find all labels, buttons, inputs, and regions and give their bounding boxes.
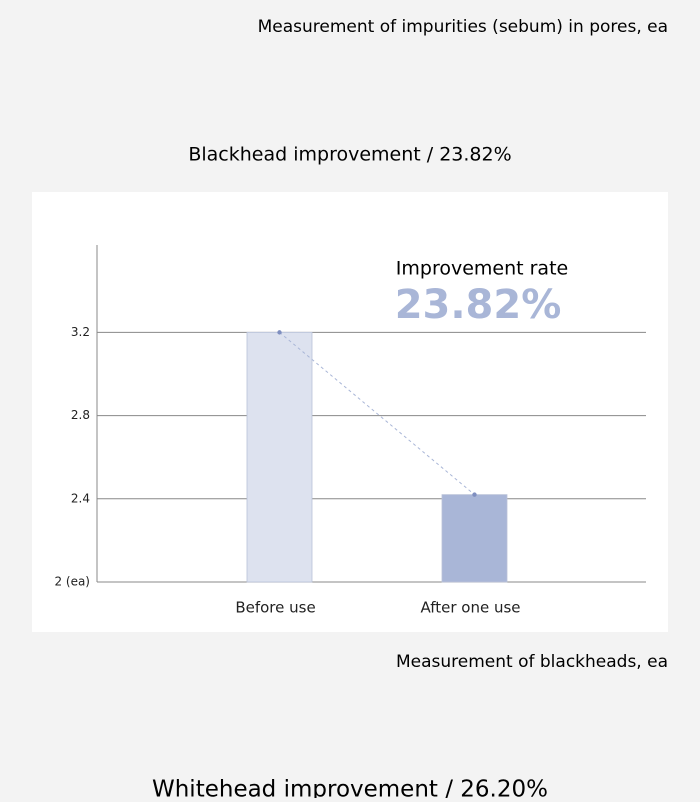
- connector-line: [279, 331, 475, 496]
- x-tick-label: Before use: [235, 599, 315, 617]
- y-tick-label: 3.2: [71, 325, 90, 339]
- connector-dot: [472, 492, 477, 497]
- x-tick-label: After one use: [420, 599, 520, 617]
- y-tick-label: 2.4: [71, 491, 90, 505]
- connector-dot: [277, 330, 282, 335]
- annotation-label: Improvement rate: [396, 258, 568, 280]
- chart-panel: [32, 192, 668, 632]
- chart-title: Blackhead improvement / 23.82%: [188, 144, 511, 166]
- caption: Measurement of impurities (sebum) in por…: [258, 17, 668, 37]
- y-tick-label: 2.8: [71, 408, 90, 422]
- bar: [441, 494, 508, 583]
- y-tick-label: 2 (ea): [54, 575, 90, 589]
- x-axis-title: Measurement of blackheads, ea: [396, 652, 668, 672]
- annotation-value: 23.82%: [395, 282, 562, 328]
- next-section-title: Whitehead improvement / 26.20%: [152, 777, 548, 799]
- bar: [246, 331, 313, 583]
